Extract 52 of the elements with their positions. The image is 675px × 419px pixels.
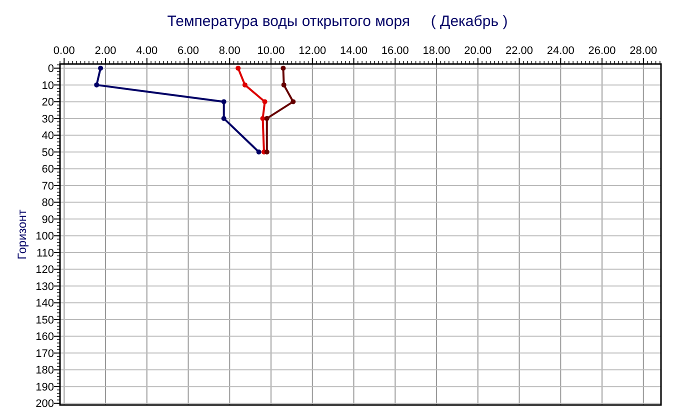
y-tick-label: 10 [42,80,54,92]
x-tick-label: 28.00 [630,45,658,57]
x-tick-label: 24.00 [546,45,574,57]
x-tick-label: 6.00 [178,45,199,57]
chart-title: Температура воды открытого моря ( Декабрь ) [167,13,508,30]
y-tick-label: 130 [36,280,54,293]
point [221,99,226,104]
x-tick-label: 4.00 [136,45,158,57]
y-tick-label: 30 [42,113,54,126]
point [264,116,270,121]
x-tick-label: 14.00 [340,45,368,57]
point [260,116,266,121]
x-tick-label: 16.00 [381,45,409,57]
x-tick-label: 26.00 [588,45,616,57]
point [281,82,286,88]
y-tick-label: 40 [42,130,54,142]
point [264,149,270,154]
y-tick-label: 200 [36,398,54,410]
x-tick-label: 12.00 [298,45,326,57]
point [242,82,248,88]
x-tick-label: 0.00 [53,45,75,57]
y-tick-label: 180 [36,364,54,377]
y-tick-label: 60 [42,164,54,176]
y-tick-label: 140 [36,298,54,310]
y-tick-label: 80 [42,197,54,210]
point [256,149,262,154]
point [290,99,296,104]
y-tick-label: 170 [36,348,54,360]
point [236,66,241,71]
x-tick-label: 18.00 [422,45,450,57]
x-tick-label: 10.00 [257,45,285,57]
y-tick-label: 160 [36,331,54,344]
x-tick-label: 2.00 [94,45,116,57]
x-tick-label: 22.00 [506,45,534,57]
y-tick-label: 50 [42,146,54,159]
x-tick-label: 20.00 [464,45,492,57]
y-tick-label: 20 [42,96,54,109]
point [221,116,226,121]
y-tick-label: 120 [36,264,54,276]
y-tick-label: 190 [36,381,54,394]
y-tick-label: 90 [42,214,54,226]
y-tick-label: 0 [48,63,54,76]
x-tick-label: 8.00 [218,45,240,57]
point [98,66,104,71]
point [94,82,100,88]
y-tick-label: 110 [36,247,54,260]
point [262,99,268,104]
y-axis-title: Горизонт [15,209,29,260]
point [280,66,286,71]
y-tick-label: 70 [42,180,54,192]
y-tick-label: 100 [36,230,54,243]
y-tick-label: 150 [36,314,54,326]
